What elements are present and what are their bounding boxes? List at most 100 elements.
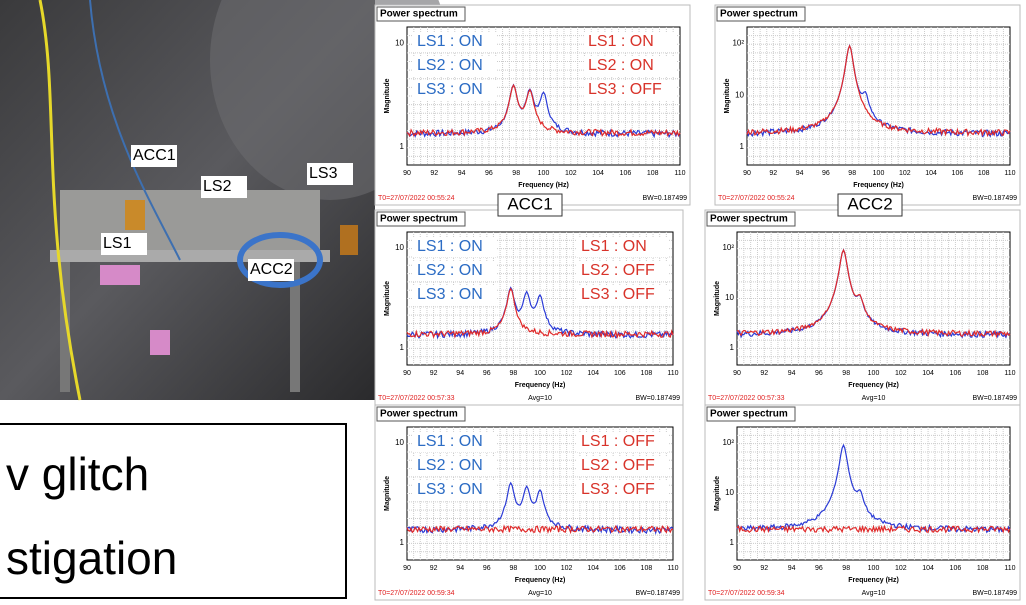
panel-header: Power spectrum [380, 9, 458, 20]
photo-label: ACC1 [133, 147, 176, 164]
panel-header: Power spectrum [720, 9, 798, 20]
x-tick-label: 94 [788, 370, 796, 377]
legend-bg [577, 237, 669, 257]
y-tick-label: 10 [725, 293, 734, 302]
y-tick-label: 10 [725, 488, 734, 497]
spectrum-curve [746, 44, 1011, 138]
y-axis-label: Magnitude [384, 476, 391, 511]
label-box [131, 145, 177, 167]
label-box [248, 259, 294, 281]
legend-text: LS3 : OFF [581, 481, 655, 498]
x-tick-label: 90 [733, 370, 741, 377]
spectrum-curve [406, 287, 674, 340]
legend-bg [413, 237, 497, 257]
average: Avg=10 [862, 590, 886, 597]
x-tick-label: 96 [483, 565, 491, 572]
spectrum-panel: Power spectrum 90 92 94 96 98 100 102 104 106 108 1… [374, 404, 684, 601]
x-tick-label: 104 [587, 565, 599, 572]
x-tick-label: 104 [592, 170, 604, 177]
x-tick-label: 108 [977, 370, 989, 377]
legend-bg [577, 285, 669, 305]
x-tick-label: 96 [822, 170, 830, 177]
timestamp: T0=27/07/2022 00:55:24 [378, 195, 455, 202]
legend-text: LS2 : OFF [581, 457, 655, 474]
legend-bg [577, 432, 669, 452]
text-box: v glitch stigation [0, 423, 347, 599]
average: Avg=10 [862, 395, 886, 402]
y-tick-label: 1 [730, 538, 735, 547]
bandwidth: BW=0.187499 [972, 395, 1017, 402]
legend-text: LS3 : ON [417, 286, 483, 303]
legend-bg [413, 456, 497, 476]
caption-box [497, 193, 563, 217]
legend-text: LS3 : ON [417, 81, 483, 98]
x-tick-label: 94 [456, 565, 464, 572]
legend-bg [577, 456, 669, 476]
x-tick-label: 110 [667, 565, 678, 572]
x-tick-label: 98 [842, 565, 850, 572]
x-tick-label: 94 [788, 565, 796, 572]
legend-text: LS1 : ON [417, 433, 483, 450]
spectrum-curve [736, 443, 1011, 534]
average: Avg=10 [528, 395, 552, 402]
y-tick-label: 1 [400, 538, 405, 547]
photo-label: ACC2 [250, 261, 293, 278]
legend-text: LS1 : ON [417, 33, 483, 50]
header-tab [706, 406, 796, 422]
legend-text: LS2 : ON [417, 457, 483, 474]
legend-bg [413, 32, 497, 52]
x-tick-label: 108 [978, 170, 990, 177]
spectrum-curve [736, 524, 1011, 534]
y-tick-label: 10 [395, 39, 404, 48]
x-tick-label: 100 [534, 565, 546, 572]
legend-text: LS1 : ON [417, 238, 483, 255]
header-tab [706, 211, 796, 227]
x-tick-label: 90 [403, 565, 411, 572]
x-tick-label: 110 [1004, 565, 1015, 572]
x-axis-label: Frequency (Hz) [515, 382, 566, 389]
y-tick-label: 1 [400, 142, 405, 151]
x-axis-label: Frequency (Hz) [515, 577, 566, 584]
legend-bg [584, 80, 676, 100]
legend-text: LS2 : ON [417, 262, 483, 279]
legend-bg [413, 56, 497, 76]
y-tick-label: 10² [732, 39, 744, 48]
x-tick-label: 92 [769, 170, 777, 177]
x-tick-label: 102 [895, 565, 907, 572]
legend-bg [413, 480, 497, 500]
legend-bg [584, 56, 676, 76]
x-tick-label: 110 [1004, 170, 1015, 177]
x-tick-label: 100 [868, 370, 880, 377]
x-tick-label: 104 [587, 370, 599, 377]
x-tick-label: 98 [848, 170, 856, 177]
x-tick-label: 100 [868, 565, 880, 572]
x-tick-label: 106 [614, 565, 626, 572]
x-tick-label: 100 [538, 170, 550, 177]
x-tick-label: 90 [403, 170, 411, 177]
legend-text: LS2 : ON [588, 57, 654, 74]
header-tab [376, 211, 466, 227]
x-tick-label: 102 [565, 170, 577, 177]
average: Avg=10 [528, 590, 552, 597]
x-tick-label: 104 [922, 370, 934, 377]
timestamp: T0=27/07/2022 00:55:24 [718, 195, 795, 202]
spectrum-panel: Power spectrum 90 92 94 96 98 100 102 104 106 108 1… [704, 404, 1021, 601]
legend-text: LS2 : OFF [581, 262, 655, 279]
x-tick-label: 90 [733, 565, 741, 572]
spectrum-panel: Power spectrum 90 92 94 96 98 100 102 104 106 108 1… [374, 4, 691, 206]
x-tick-label: 106 [950, 565, 962, 572]
timestamp: T0=27/07/2022 00:57:33 [708, 395, 785, 402]
bandwidth: BW=0.187499 [972, 590, 1017, 597]
x-tick-label: 94 [456, 370, 464, 377]
x-tick-label: 108 [641, 370, 653, 377]
y-tick-label: 10 [735, 90, 744, 99]
legend-bg [413, 80, 497, 100]
x-tick-label: 102 [561, 565, 573, 572]
x-tick-label: 106 [950, 370, 962, 377]
photo-label: LS3 [309, 165, 338, 182]
x-tick-label: 104 [925, 170, 937, 177]
x-axis-label: Frequency (Hz) [853, 182, 904, 189]
legend-bg [413, 432, 497, 452]
panel-header: Power spectrum [380, 409, 458, 420]
